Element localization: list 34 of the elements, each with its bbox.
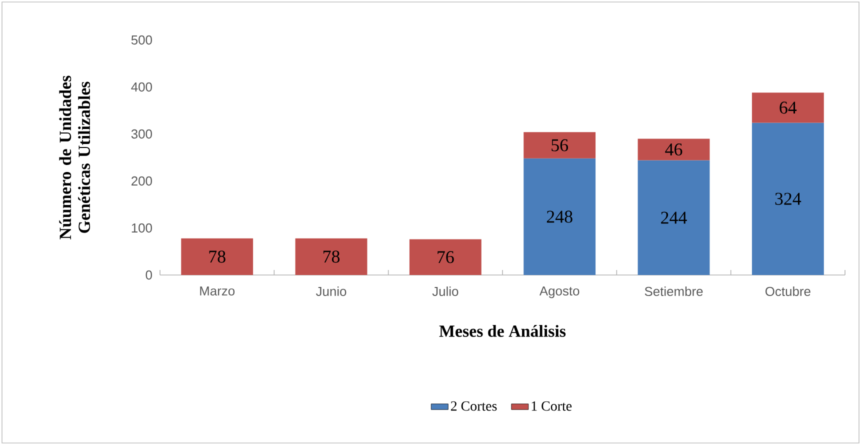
x-tick-label: Julio xyxy=(432,286,458,296)
x-tick-label: Junio xyxy=(316,286,346,296)
y-tick-label: 0 xyxy=(146,270,152,280)
bar xyxy=(752,92,824,123)
data-label: 78 xyxy=(323,250,340,263)
y-tick-label: 400 xyxy=(131,82,152,92)
x-tick-label: Agosto xyxy=(539,286,580,298)
bar xyxy=(752,122,824,275)
x-tick-label: Octubre xyxy=(765,286,810,296)
x-axis-title: Meses de Análisis xyxy=(439,324,566,337)
legend-label: 1 Corte xyxy=(532,401,572,411)
legend-label: 2 Cortes xyxy=(450,401,497,411)
bar xyxy=(524,158,596,275)
bar xyxy=(638,138,710,160)
data-label: 56 xyxy=(552,139,568,152)
y-tick-label: 200 xyxy=(132,176,152,186)
y-tick-label: 500 xyxy=(131,35,152,45)
x-tick-label: Setiembre xyxy=(644,286,703,296)
bar xyxy=(638,160,710,275)
data-label: 248 xyxy=(546,210,572,223)
bar xyxy=(409,239,482,275)
data-label: 76 xyxy=(438,251,454,264)
bar xyxy=(524,132,596,158)
bar xyxy=(295,238,368,275)
data-label: 64 xyxy=(780,102,797,114)
bar xyxy=(181,238,254,275)
data-label: 324 xyxy=(775,192,802,205)
y-tick-label: 100 xyxy=(132,223,152,233)
y-tick-label: 300 xyxy=(131,129,152,139)
data-label: 244 xyxy=(661,212,687,224)
y-axis-title: Núumero de Unidades Genéticas Utilizables xyxy=(59,76,90,240)
data-label: 46 xyxy=(665,143,682,156)
x-tick-label: Marzo xyxy=(200,286,235,296)
data-label: 78 xyxy=(209,250,226,263)
